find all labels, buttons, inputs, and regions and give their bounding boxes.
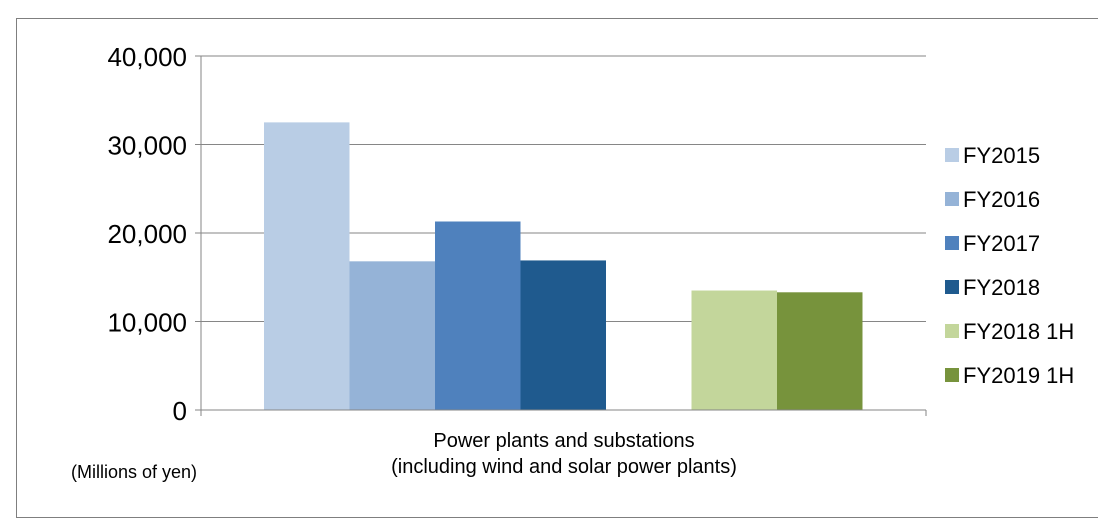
bars [264,122,863,410]
bar-fy2019-1h [777,292,863,410]
y-tick-label: 0 [173,396,187,426]
bar-fy2016 [349,261,435,410]
legend-label: FY2015 [963,143,1040,168]
y-tick-label: 10,000 [107,308,187,338]
legend-swatch [945,236,959,250]
bar-fy2018-1h [691,290,777,410]
legend-label: FY2018 1H [963,319,1074,344]
bar-fy2015 [264,122,350,410]
y-tick-label: 20,000 [107,219,187,249]
y-tick-label: 40,000 [107,42,187,72]
legend-swatch [945,148,959,162]
legend: FY2015 FY2016 FY2017 FY2018 FY2018 1H FY2019 … [945,143,1074,388]
bar-fy2017 [435,221,521,410]
legend-label: FY2018 [963,275,1040,300]
legend-swatch [945,280,959,294]
category-label-line-2: (including wind and solar power plants) [391,456,737,478]
legend-label: FY2016 [963,187,1040,212]
y-axis-ticks: 0 10,000 20,000 30,000 40,000 [107,42,201,426]
category-label-line-1: Power plants and substations [433,430,694,452]
legend-label: FY2019 1H [963,363,1074,388]
legend-swatch [945,192,959,206]
legend-swatch [945,324,959,338]
legend-swatch [945,368,959,382]
bar-fy2018 [520,260,606,410]
y-tick-label: 30,000 [107,131,187,161]
legend-label: FY2017 [963,231,1040,256]
unit-note: (Millions of yen) [71,462,197,482]
x-axis-category-label: Power plants and substations (including … [391,430,737,478]
bar-chart: 0 10,000 20,000 30,000 40,000 Power plants a… [71,42,1074,482]
